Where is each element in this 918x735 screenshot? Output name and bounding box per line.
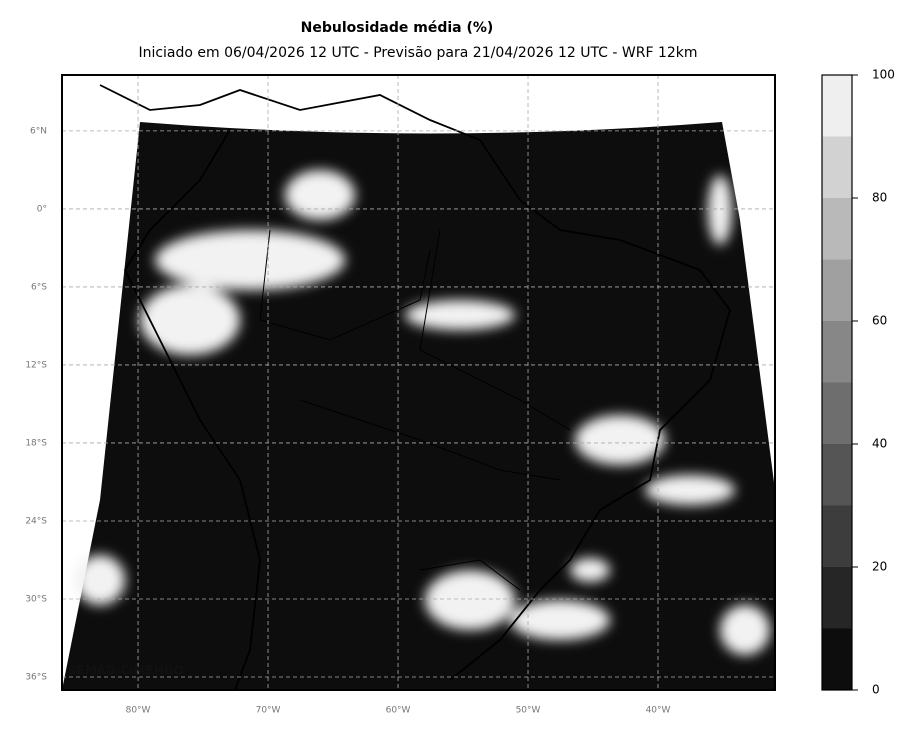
colorbar-bin xyxy=(822,444,852,506)
colorbar-bin xyxy=(822,75,852,137)
colorbar-bin xyxy=(822,259,852,321)
y-tick-label: 6°N xyxy=(30,126,47,136)
colorbar-tick-label: 80 xyxy=(872,191,887,205)
borders xyxy=(259,229,571,591)
colorbar-tick-label: 60 xyxy=(872,314,887,328)
y-tick-label: 6°S xyxy=(31,282,47,292)
y-tick-label: 30°S xyxy=(25,594,47,604)
x-tick-label: 80°W xyxy=(126,706,151,716)
plot-frame xyxy=(61,74,776,691)
colorbar-bin xyxy=(822,321,852,383)
x-tick-label: 60°W xyxy=(386,706,411,716)
title: Nebulosidade média (%) xyxy=(301,20,494,36)
cloud-field xyxy=(62,122,775,690)
y-tick-label: 12°S xyxy=(25,360,47,370)
credit: SEMAD/CIMEHGO xyxy=(68,664,184,678)
colorbar-tick-label: 0 xyxy=(872,683,880,697)
grid: 80°W 70°W 60°W 50°W 40°W 6°N 0° 6°S 12°S 18°S 24°S… xyxy=(25,75,775,716)
colorbar-bin xyxy=(822,628,852,690)
cloud-patches xyxy=(75,170,770,655)
subtitle: Iniciado em 06/04/2026 12 UTC - Previsão… xyxy=(138,45,697,61)
y-tick-label: 36°S xyxy=(25,672,47,682)
x-tick-label: 50°W xyxy=(516,706,541,716)
colorbar-frame xyxy=(821,74,853,691)
colorbar-tick-label: 100 xyxy=(872,68,895,82)
x-tick-label: 40°W xyxy=(646,706,671,716)
map-field xyxy=(62,84,775,690)
y-tick-label: 0° xyxy=(37,204,47,214)
colorbar-bin xyxy=(822,567,852,629)
colorbar-bin xyxy=(822,198,852,260)
colorbar-tick-label: 20 xyxy=(872,560,887,574)
colorbar: 0 20 40 60 80 100 xyxy=(821,68,895,697)
colorbar-bin xyxy=(822,136,852,198)
x-tick-label: 70°W xyxy=(256,706,281,716)
coastline xyxy=(99,84,731,690)
y-tick-label: 24°S xyxy=(25,516,47,526)
y-tick-label: 18°S xyxy=(25,438,47,448)
colorbar-bin xyxy=(822,505,852,567)
colorbar-bin xyxy=(822,382,852,444)
colorbar-tick-label: 40 xyxy=(872,437,887,451)
